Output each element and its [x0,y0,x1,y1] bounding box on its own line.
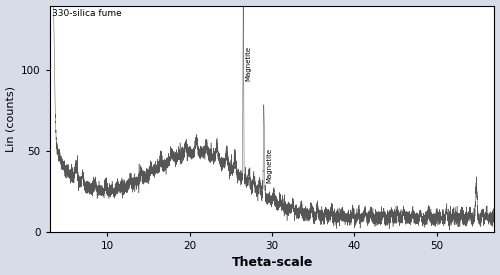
X-axis label: Theta-scale: Theta-scale [232,257,313,269]
Text: Magnetite: Magnetite [266,148,272,183]
Text: 330-silica fume: 330-silica fume [52,9,122,18]
Y-axis label: Lin (counts): Lin (counts) [6,86,16,152]
Text: Magnetite: Magnetite [246,46,252,81]
